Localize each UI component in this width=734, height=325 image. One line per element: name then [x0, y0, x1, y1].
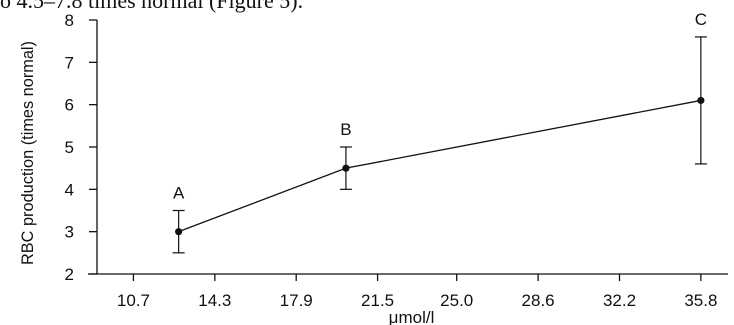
x-tick-label: 10.7 — [117, 291, 150, 310]
y-tick-label: 4 — [65, 180, 74, 199]
data-point — [175, 228, 183, 236]
y-axis-label: RBC production (times normal) — [18, 41, 37, 265]
data-point — [697, 96, 705, 105]
x-tick-label: 35.8 — [684, 291, 717, 310]
y-tick-label: 6 — [65, 96, 74, 115]
x-tick-label: 25.0 — [440, 291, 473, 310]
y-tick-label: 3 — [65, 223, 74, 242]
point-label: A — [173, 184, 185, 203]
point-label: C — [695, 10, 707, 29]
chart-axes — [88, 20, 728, 275]
x-tick-label: 28.6 — [522, 291, 555, 310]
x-tick-label: 14.3 — [198, 291, 231, 310]
y-tick-label: 7 — [65, 53, 74, 72]
chart-marks: A B C — [172, 10, 707, 254]
data-point — [342, 164, 350, 172]
caption-fragment: o 4.5–7.8 times normal (Figure 5). — [0, 0, 304, 13]
chart-ticks: 2 3 4 5 6 7 8 10.7 14.3 17.9 21.5 25.0 28.6 32.2 35.8 — [65, 11, 718, 310]
y-tick-label: 5 — [65, 138, 74, 157]
y-tick-label: 2 — [65, 265, 74, 284]
x-tick-label: 32.2 — [603, 291, 636, 310]
x-tick-label: 17.9 — [280, 291, 313, 310]
x-tick-label: 21.5 — [361, 291, 394, 310]
point-label: B — [340, 120, 351, 139]
y-tick-label: 8 — [65, 11, 74, 30]
series-line — [178, 99, 701, 233]
x-axis-label: μmol/l — [389, 308, 435, 325]
